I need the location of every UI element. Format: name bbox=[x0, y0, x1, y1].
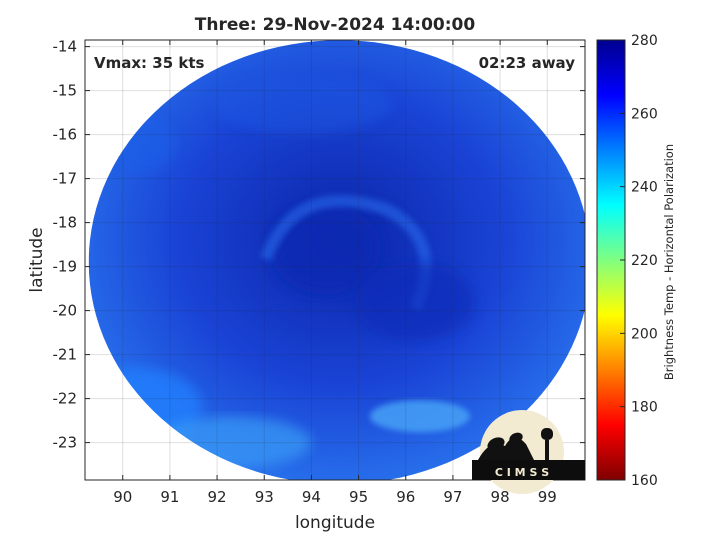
x-tick-label: 93 bbox=[255, 488, 274, 506]
x-tick-label: 96 bbox=[396, 488, 415, 506]
y-tick-label: -22 bbox=[53, 390, 78, 408]
y-tick-label: -15 bbox=[53, 82, 78, 100]
colorbar: 160 180 200 220 240 260 280 bbox=[596, 33, 658, 489]
convection-east bbox=[355, 261, 476, 342]
chart-title: Three: 29-Nov-2024 14:00:00 bbox=[195, 15, 476, 35]
y-tick-label: -14 bbox=[53, 38, 78, 56]
y-axis-ticks: -14 -15 -16 -17 -18 -19 -20 -21 -22 -23 bbox=[53, 38, 585, 452]
colorbar-tick-label: 200 bbox=[631, 326, 658, 342]
x-tick-label: 98 bbox=[491, 488, 510, 506]
x-tick-label: 99 bbox=[538, 488, 557, 506]
colorbar-label: Brightness Temp - Horizontal Polarizatio… bbox=[662, 144, 676, 380]
rainband-se bbox=[369, 400, 470, 433]
swath-fill bbox=[88, 40, 585, 480]
y-tick-label: -23 bbox=[53, 434, 78, 452]
x-tick-label: 90 bbox=[113, 488, 132, 506]
colorbar-tick-label: 240 bbox=[631, 180, 658, 196]
x-tick-label: 94 bbox=[302, 488, 321, 506]
colorbar-tick-label: 220 bbox=[631, 253, 658, 269]
y-tick-label: -18 bbox=[53, 214, 78, 232]
x-tick-label: 91 bbox=[160, 488, 179, 506]
axes-frame bbox=[84, 39, 586, 481]
y-tick-label: -21 bbox=[53, 346, 78, 364]
colorbar-tick-label: 160 bbox=[631, 473, 658, 489]
cimss-logo: C I M S S bbox=[472, 410, 585, 494]
rainband-north bbox=[211, 73, 392, 134]
time-away-annotation: 02:23 away bbox=[479, 54, 576, 72]
logo-text: C I M S S bbox=[495, 466, 549, 479]
microwave-swath bbox=[88, 40, 585, 480]
y-tick-label: -17 bbox=[53, 170, 78, 188]
axes-border bbox=[84, 39, 586, 481]
grid-lines bbox=[85, 40, 585, 480]
colorbar-tick-label: 180 bbox=[631, 400, 658, 416]
y-tick-label: -19 bbox=[53, 258, 78, 276]
vmax-annotation: Vmax: 35 kts bbox=[94, 54, 204, 72]
x-axis-label: longitude bbox=[295, 513, 375, 533]
y-tick-label: -20 bbox=[53, 302, 78, 320]
x-axis-ticks: 90 91 92 93 94 95 96 97 98 99 bbox=[113, 40, 557, 506]
storm-core bbox=[270, 204, 381, 294]
x-tick-label: 95 bbox=[349, 488, 368, 506]
x-tick-label: 97 bbox=[443, 488, 462, 506]
x-tick-label: 92 bbox=[208, 488, 227, 506]
colorbar-tick-label: 260 bbox=[631, 106, 658, 122]
y-axis-label: latitude bbox=[27, 227, 47, 292]
y-tick-label: -16 bbox=[53, 126, 78, 144]
colorbar-tick-label: 280 bbox=[631, 33, 658, 49]
